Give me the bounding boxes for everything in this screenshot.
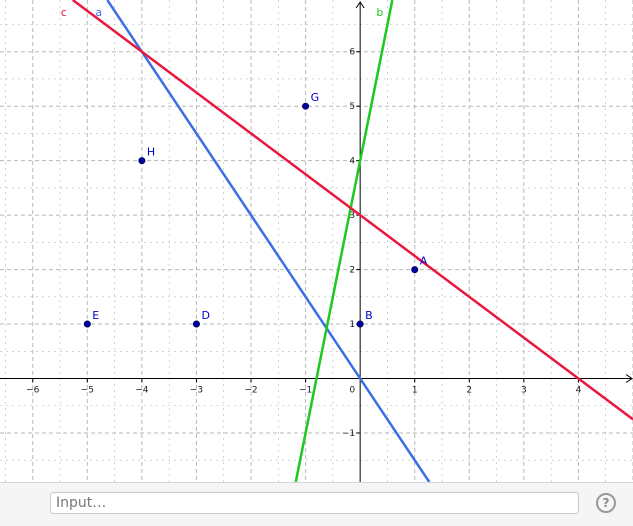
y-tick-label: −1 bbox=[342, 429, 355, 439]
line-c[interactable] bbox=[72, 0, 633, 421]
point-label-H: H bbox=[147, 146, 155, 159]
algebra-input-field[interactable] bbox=[50, 492, 579, 514]
point-label-A: A bbox=[420, 255, 428, 268]
graphics-view[interactable]: −6 −5 −4 −3 −2 −1 1 2 3 4 −1 1 2 3 4 5 6 0 a b c A B D E G H bbox=[0, 0, 633, 482]
y-tick-label: 3 bbox=[349, 211, 355, 221]
point-B[interactable] bbox=[356, 320, 364, 328]
coordinate-plane[interactable]: −6 −5 −4 −3 −2 −1 1 2 3 4 −1 1 2 3 4 5 6 0 a b c A B D E G H bbox=[0, 0, 633, 482]
help-button[interactable]: ? bbox=[596, 493, 616, 513]
x-axis-arrow-icon bbox=[625, 374, 633, 383]
y-tick-label: 4 bbox=[349, 157, 355, 167]
grid bbox=[0, 0, 633, 482]
point-label-G: G bbox=[311, 91, 320, 104]
x-tick-label: −5 bbox=[81, 386, 94, 396]
point-label-D: D bbox=[201, 309, 209, 322]
line-label-b: b bbox=[376, 6, 383, 19]
x-tick-label: 4 bbox=[576, 386, 582, 396]
input-bar: ? bbox=[0, 482, 633, 526]
points[interactable]: A B D E G H bbox=[83, 91, 428, 328]
x-tick-label: 1 bbox=[412, 386, 418, 396]
point-A[interactable] bbox=[411, 266, 419, 274]
x-tick-label: −2 bbox=[244, 386, 257, 396]
axes: −6 −5 −4 −3 −2 −1 1 2 3 4 −1 1 2 3 4 5 6 0 bbox=[0, 1, 633, 482]
lines[interactable]: a b c bbox=[61, 0, 633, 482]
y-tick-label: 6 bbox=[349, 48, 355, 58]
point-G[interactable] bbox=[302, 102, 310, 110]
point-D[interactable] bbox=[192, 320, 200, 328]
y-tick-label: 2 bbox=[349, 266, 355, 276]
line-label-c: c bbox=[61, 6, 67, 19]
line-a[interactable] bbox=[106, 0, 431, 482]
x-tick-label: −3 bbox=[190, 386, 203, 396]
point-E[interactable] bbox=[83, 320, 91, 328]
y-tick-label: 5 bbox=[349, 102, 355, 112]
point-label-E: E bbox=[92, 309, 99, 322]
origin-label: 0 bbox=[349, 386, 355, 396]
y-axis-arrow-icon bbox=[355, 1, 365, 9]
point-label-B: B bbox=[365, 309, 373, 322]
x-tick-label: 2 bbox=[466, 386, 472, 396]
y-tick-label: 1 bbox=[349, 320, 355, 330]
line-b[interactable] bbox=[294, 0, 394, 482]
x-tick-label: −4 bbox=[135, 386, 149, 396]
x-tick-label: −1 bbox=[299, 386, 312, 396]
x-tick-label: 3 bbox=[521, 386, 527, 396]
point-H[interactable] bbox=[138, 157, 146, 165]
x-tick-label: −6 bbox=[26, 386, 40, 396]
line-label-a: a bbox=[95, 6, 102, 19]
